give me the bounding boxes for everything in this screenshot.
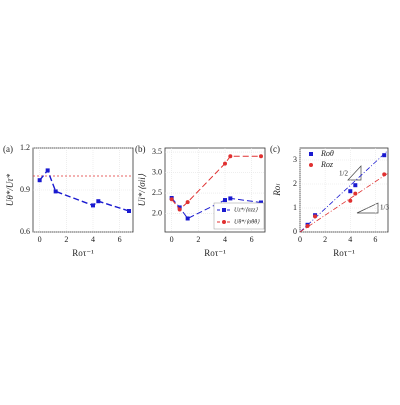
slope-triangle: [347, 165, 362, 181]
series-line: [171, 155, 261, 211]
legend-label: Roθ: [320, 149, 334, 158]
plot-frame: [164, 147, 266, 233]
x-tick-label: 2: [196, 235, 200, 244]
marker: [37, 178, 42, 183]
legend-marker: [309, 163, 313, 167]
x-tick-label: 4: [348, 235, 352, 244]
x-tick-label: 6: [118, 235, 122, 244]
legend-label: Uz*/⟨σzz⟩: [234, 206, 258, 213]
y-tick-label: 2.0: [152, 208, 162, 217]
marker: [45, 168, 50, 173]
marker: [348, 189, 353, 194]
legend-marker: [309, 152, 313, 156]
fit-line: [299, 172, 389, 233]
y-tick-label: 1.2: [20, 143, 30, 152]
x-axis-label: Roτ⁻¹: [333, 248, 355, 258]
fit-line: [299, 150, 389, 233]
marker: [353, 183, 358, 188]
x-tick-label: 0: [170, 235, 174, 244]
series-line: [39, 169, 130, 212]
marker: [91, 203, 95, 208]
legend-marker: [222, 208, 226, 212]
y-axis-label: Uθ*/Uτ*: [5, 173, 15, 206]
x-tick-label: 6: [373, 235, 377, 244]
marker: [382, 172, 387, 177]
marker: [353, 191, 358, 196]
x-tick-label: 0: [298, 235, 302, 244]
marker: [348, 198, 353, 203]
x-tick-label: 0: [38, 235, 42, 244]
marker: [185, 200, 190, 205]
y-tick-label: 2: [293, 179, 297, 188]
y-tick-label: 0: [293, 227, 297, 236]
marker: [185, 216, 190, 221]
marker: [127, 209, 131, 213]
marker: [259, 154, 263, 159]
marker: [382, 153, 387, 158]
panel-label: (b): [135, 144, 146, 154]
marker: [223, 198, 227, 203]
x-tick-label: 6: [250, 235, 254, 244]
x-tick-label: 2: [323, 235, 327, 244]
x-tick-label: 4: [91, 235, 95, 244]
y-tick-label: 2.5: [152, 188, 162, 197]
y-tick-label: 3.0: [152, 167, 162, 176]
slope-label: 1/2: [339, 170, 348, 178]
y-tick-label: 0.9: [20, 185, 30, 194]
legend-label: Roz: [320, 160, 334, 169]
marker: [313, 214, 318, 219]
x-tick-label: 4: [223, 235, 227, 244]
marker: [228, 196, 233, 201]
plot-frame: [299, 147, 389, 233]
x-tick-label: 2: [64, 235, 68, 244]
marker: [305, 224, 310, 228]
marker: [259, 200, 263, 205]
y-tick-label: 3: [293, 155, 297, 164]
y-axis-label: Roₗ: [272, 183, 282, 197]
marker: [169, 197, 174, 202]
y-axis-label: Ui*/⟨σii⟩: [137, 173, 147, 206]
panel-label: (c): [270, 144, 280, 154]
y-tick-label: 3.5: [152, 147, 162, 156]
x-axis-label: Roτ⁻¹: [204, 248, 226, 258]
legend-box: [213, 202, 265, 230]
marker: [96, 199, 101, 204]
panel-label: (a): [3, 144, 13, 154]
y-tick-label: 1: [293, 203, 297, 212]
legend-label: Uθ*/⟨σθθ⟩: [234, 218, 260, 225]
marker: [53, 189, 58, 194]
y-tick-label: 0.6: [20, 227, 30, 236]
marker: [228, 154, 233, 159]
x-axis-label: Roτ⁻¹: [72, 248, 94, 258]
slope-label: 1/3: [380, 204, 389, 212]
marker: [223, 161, 227, 166]
marker: [177, 205, 182, 210]
marker: [177, 207, 182, 212]
legend-marker: [222, 220, 226, 224]
